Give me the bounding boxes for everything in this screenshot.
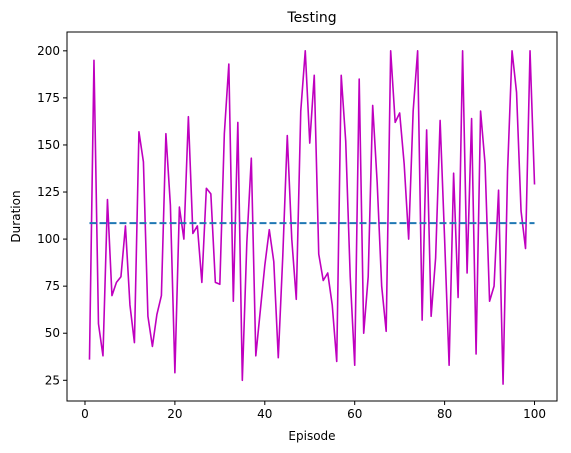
x-tick-label: 60 — [347, 407, 362, 421]
plot-frame — [66, 31, 558, 402]
x-axis-label: Episode — [288, 429, 335, 443]
y-tick-label: 75 — [45, 279, 60, 293]
y-axis: 25 50 75 100 125 150 175 200 — [37, 44, 67, 387]
y-axis-label: Duration — [9, 190, 23, 242]
plot-layer — [88, 50, 536, 385]
y-tick-label: 150 — [37, 138, 60, 152]
y-tick-label: 125 — [37, 185, 60, 199]
y-tick-label: 100 — [37, 232, 60, 246]
y-tick-label: 50 — [45, 326, 60, 340]
x-tick-label: 20 — [167, 407, 182, 421]
x-tick-label: 40 — [257, 407, 272, 421]
x-axis: 0 20 40 60 80 100 — [81, 401, 546, 421]
y-tick-label: 175 — [37, 91, 60, 105]
x-tick-label: 100 — [523, 407, 546, 421]
chart-title: Testing — [286, 10, 336, 26]
x-tick-label: 80 — [437, 407, 452, 421]
x-tick-label: 0 — [81, 407, 89, 421]
y-tick-label: 200 — [37, 44, 60, 58]
y-tick-label: 25 — [45, 373, 60, 387]
duration-series-line — [88, 50, 536, 385]
